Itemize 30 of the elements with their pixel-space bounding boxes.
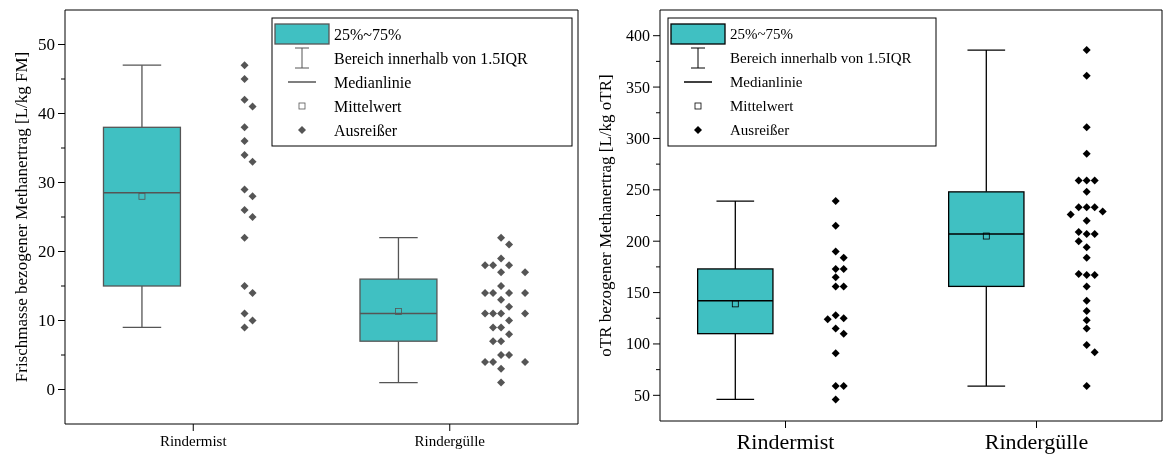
y-axis-title: Frischmasse bezogener Methanertrag [L/kg FM] — [11, 51, 31, 383]
y-tick-label: 10 — [38, 311, 55, 330]
y-tick-label: 100 — [626, 335, 650, 353]
annotation: Mittelwert — [730, 98, 795, 114]
y-tick-label: 350 — [626, 78, 650, 96]
y-tick-label: 50 — [38, 35, 55, 54]
x-tick-label: Rindermist — [736, 429, 835, 454]
annotation: Bereich innerhalb von 1.5IQR — [334, 49, 529, 67]
y-tick-label: 40 — [38, 104, 55, 123]
y-tick-label: 50 — [634, 386, 650, 404]
x-tick-label: Rindermist — [159, 433, 228, 450]
legend-label: Ausreißer — [730, 122, 790, 138]
annotation: Medianlinie — [730, 74, 803, 90]
annotation: Mittelwert — [334, 97, 403, 115]
y-tick-label: 250 — [626, 181, 650, 199]
y-tick-label: 400 — [626, 27, 650, 45]
y-tick-label: 300 — [626, 129, 650, 147]
y-tick-label: 200 — [626, 232, 650, 250]
y-tick-label: 20 — [38, 242, 55, 261]
y-tick-label: 30 — [38, 173, 55, 192]
x-tick-label: Rindergülle — [984, 429, 1089, 454]
annotation: Bereich innerhalb von 1.5IQR — [730, 50, 912, 66]
y-axis-title: oTR bezogener Methanertrag [L/kg oTR] — [595, 74, 615, 357]
annotation: Medianlinie — [334, 73, 412, 91]
x-tick-label: Rindergülle — [414, 433, 486, 450]
legend-label: Ausreißer — [334, 121, 398, 139]
legend-label: 25%~75% — [334, 25, 402, 43]
legend-label: 25%~75% — [730, 26, 794, 42]
y-tick-label: 150 — [626, 284, 650, 302]
y-tick-label: 0 — [46, 380, 55, 399]
